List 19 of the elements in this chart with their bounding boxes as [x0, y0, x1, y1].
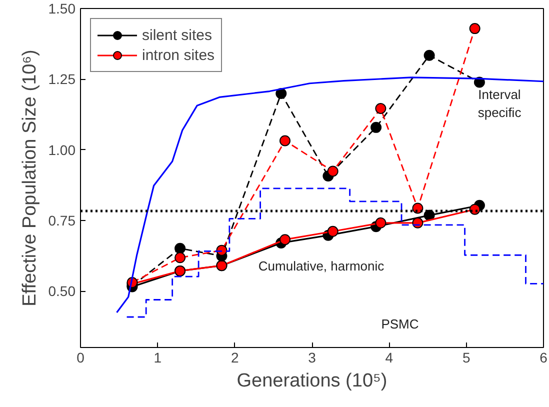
annotation: Interval specific	[478, 86, 522, 120]
y-tick-label: 1.50	[48, 0, 76, 16]
annotation: PSMC	[381, 316, 419, 332]
x-tick-label: 5	[462, 350, 470, 366]
x-axis-title: Generations (10⁵)	[236, 370, 388, 392]
y-tick-label: 0.75	[48, 212, 76, 228]
legend-label: silent sites	[142, 26, 212, 44]
x-tick-label: 4	[385, 350, 394, 366]
legend-label: intron sites	[142, 46, 215, 64]
x-tick-label: 2	[230, 350, 239, 366]
y-tick-label: 1.25	[48, 71, 76, 88]
x-tick-label: 3	[308, 350, 316, 366]
y-tick-label: 1.00	[48, 142, 76, 158]
y-axis-title: Effective Population Size (10⁶)	[19, 50, 40, 306]
x-tick-label: 1	[154, 350, 162, 366]
annotation: Cumulative, harmonic	[258, 258, 385, 274]
x-tick-label: 0	[76, 350, 85, 366]
x-tick-label: 6	[540, 350, 548, 366]
y-tick-label: 0.50	[48, 283, 76, 299]
